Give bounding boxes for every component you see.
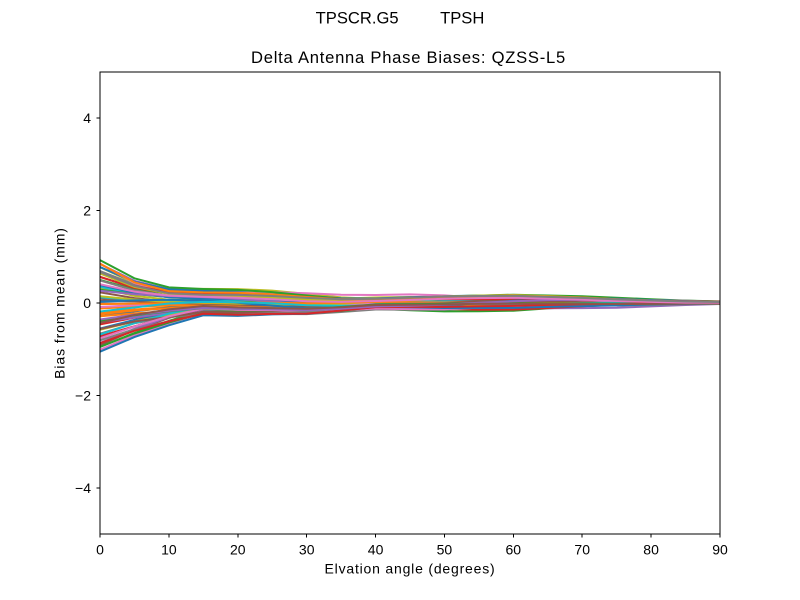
svg-text:−4: −4	[75, 480, 91, 496]
svg-text:80: 80	[643, 542, 659, 558]
svg-text:30: 30	[299, 542, 315, 558]
svg-text:0: 0	[83, 295, 91, 311]
svg-text:10: 10	[161, 542, 177, 558]
svg-text:2: 2	[83, 203, 91, 219]
svg-text:70: 70	[574, 542, 590, 558]
svg-text:50: 50	[437, 542, 453, 558]
svg-text:20: 20	[230, 542, 246, 558]
svg-text:60: 60	[506, 542, 522, 558]
svg-text:Delta Antenna Phase Biases: QZ: Delta Antenna Phase Biases: QZSS-L5	[251, 48, 566, 67]
svg-text:Elvation angle (degrees): Elvation angle (degrees)	[325, 561, 496, 577]
svg-text:4: 4	[83, 110, 91, 126]
svg-text:0: 0	[96, 542, 104, 558]
svg-text:Bias from mean (mm): Bias from mean (mm)	[52, 227, 68, 379]
svg-text:−2: −2	[75, 387, 91, 403]
svg-text:90: 90	[712, 542, 728, 558]
svg-text:40: 40	[368, 542, 384, 558]
svg-text:TPSCR.G5 TPSH: TPSCR.G5 TPSH	[316, 9, 485, 28]
